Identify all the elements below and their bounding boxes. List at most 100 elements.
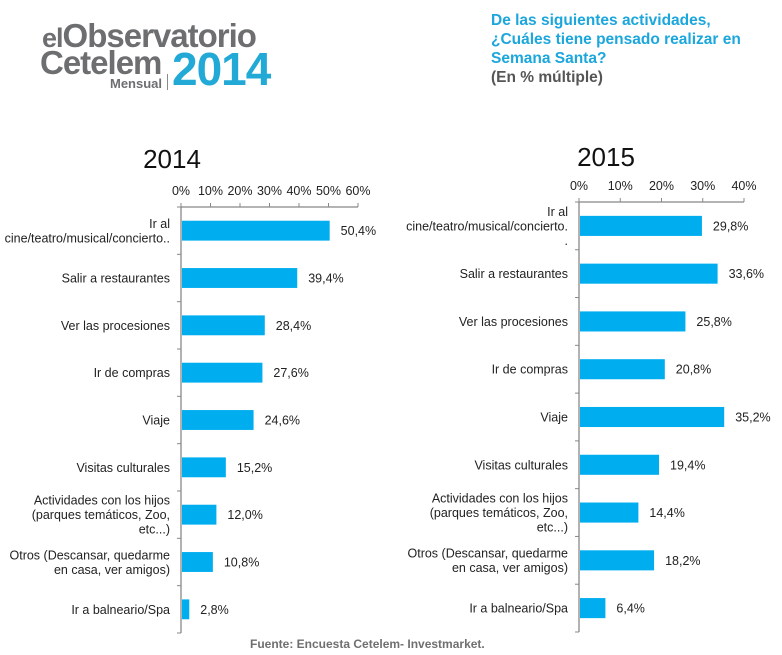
x-tick-label: 50% [316, 184, 341, 198]
category-label: Otros (Descansar, quedarme en casa, ver a… [408, 547, 569, 576]
category-label: Ir de compras [94, 366, 170, 380]
x-tick-label: 30% [690, 179, 715, 193]
category-label-line: (parques temáticos, Zoo, [32, 508, 170, 522]
category-label-line: Salir a restaurantes [62, 272, 170, 286]
bar [182, 599, 190, 620]
data-label: 15,2% [237, 461, 272, 475]
category-label-line: Ir de compras [492, 363, 568, 377]
logo-line1: elObservatorio [42, 17, 257, 54]
bar [182, 504, 217, 525]
category-label-line: Ver las procesiones [459, 315, 568, 329]
category-label-line: (parques temáticos, Zoo, [430, 506, 568, 520]
bar [580, 359, 665, 380]
bar [580, 550, 655, 571]
chart-title: 2014 [143, 144, 201, 174]
category-label: Salir a restaurantes [460, 267, 568, 281]
category-label: Ir al cine/teatro/musical/concierto.. [406, 205, 568, 248]
category-label: Ir de compras [492, 363, 568, 377]
bar [182, 315, 265, 336]
category-label-line: cine/teatro/musical/concierto.. [5, 231, 170, 245]
logo-edition: Mensual [110, 76, 163, 91]
chart-title: 2015 [577, 142, 635, 172]
bar [580, 215, 702, 236]
bar [182, 220, 330, 241]
category-label-line: Ir de compras [94, 366, 170, 380]
bar [182, 362, 263, 383]
data-label: 10,8% [224, 556, 259, 570]
category-label: Viaje [540, 411, 568, 425]
question-text: De las siguientes actividades, ¿Cuáles t… [491, 12, 741, 67]
data-label: 50,4% [341, 224, 376, 238]
data-label: 18,2% [665, 554, 700, 568]
category-label: Ir a balneario/Spa [469, 602, 568, 616]
data-label: 20,8% [676, 363, 711, 377]
category-label-line: Ir al [149, 217, 170, 231]
bar [580, 502, 639, 523]
category-label: Otros (Descansar, quedarme en casa, ver a… [10, 548, 171, 577]
data-label: 2,8% [200, 603, 229, 617]
category-label: Viaje [142, 414, 170, 428]
question-subtitle: (En % múltiple) [491, 69, 603, 86]
category-label-line: Actividades con los hijos [432, 492, 568, 506]
category-label-line: Ir a balneario/Spa [469, 602, 568, 616]
category-label: Ver las procesiones [459, 315, 568, 329]
x-tick-label: 20% [649, 179, 674, 193]
data-label: 6,4% [616, 602, 645, 616]
bar [182, 457, 226, 478]
bar [182, 410, 254, 430]
data-label: 27,6% [273, 366, 308, 380]
data-label: 24,6% [265, 414, 300, 428]
category-label-line: Otros (Descansar, quedarme [10, 548, 171, 562]
logo-line2: Cetelem [40, 44, 162, 81]
data-label: 29,8% [713, 219, 748, 233]
category-label-line: etc...) [139, 523, 170, 537]
category-label: Visitas culturales [76, 461, 170, 475]
bar [182, 552, 213, 572]
bar [580, 406, 725, 428]
category-label-line: Ver las procesiones [61, 319, 170, 333]
data-label: 28,4% [276, 319, 311, 333]
logo-separator [167, 74, 168, 90]
category-label: Ir al cine/teatro/musical/concierto.. [5, 217, 170, 246]
category-label-line: Actividades con los hijos [34, 494, 170, 508]
x-tick-label: 30% [257, 184, 282, 198]
category-label-line: Ir al [547, 205, 568, 219]
bar [580, 454, 660, 475]
x-tick-label: 20% [227, 184, 252, 198]
survey-question: De las siguientes actividades, ¿Cuáles t… [491, 11, 781, 87]
bar [580, 311, 686, 332]
category-label-line: Viaje [142, 414, 170, 428]
category-label-line: Viaje [540, 411, 568, 425]
x-tick-label: 40% [731, 179, 756, 193]
category-label-line: cine/teatro/musical/concierto. [406, 219, 568, 233]
category-label: Salir a restaurantes [62, 272, 170, 286]
category-label-line: . [565, 234, 568, 248]
x-tick-label: 0% [172, 184, 190, 198]
category-label-line: en casa, ver amigos) [452, 561, 568, 575]
category-label: Visitas culturales [474, 458, 568, 472]
bar [182, 268, 298, 288]
data-label: 39,4% [308, 272, 343, 286]
x-tick-label: 0% [570, 179, 588, 193]
category-label-line: en casa, ver amigos) [54, 563, 170, 577]
category-label-line: Visitas culturales [474, 458, 568, 472]
x-tick-label: 60% [345, 184, 370, 198]
data-label: 33,6% [729, 267, 764, 281]
category-label: Ver las procesiones [61, 319, 170, 333]
bar [580, 263, 718, 284]
data-label: 35,2% [735, 411, 770, 425]
category-label-line: Salir a restaurantes [460, 267, 568, 281]
data-label: 25,8% [696, 315, 731, 329]
bar [580, 598, 606, 619]
logo-year: 2014 [172, 43, 271, 95]
data-label: 19,4% [670, 458, 705, 472]
data-label: 12,0% [227, 508, 262, 522]
category-label-line: etc...) [537, 521, 568, 535]
observatorio-cetelem-logo: elObservatorio Cetelem Mensual 2014 [40, 18, 290, 98]
category-label-line: Otros (Descansar, quedarme [408, 547, 569, 561]
x-tick-label: 10% [608, 179, 633, 193]
category-label: Actividades con los hijos (parques temáti… [32, 494, 170, 537]
category-label-line: Visitas culturales [76, 461, 170, 475]
chart-2015: 2015 0% 10% 20% 30% 40% 29,8% Ir al cine/teatro/… [406, 142, 771, 633]
